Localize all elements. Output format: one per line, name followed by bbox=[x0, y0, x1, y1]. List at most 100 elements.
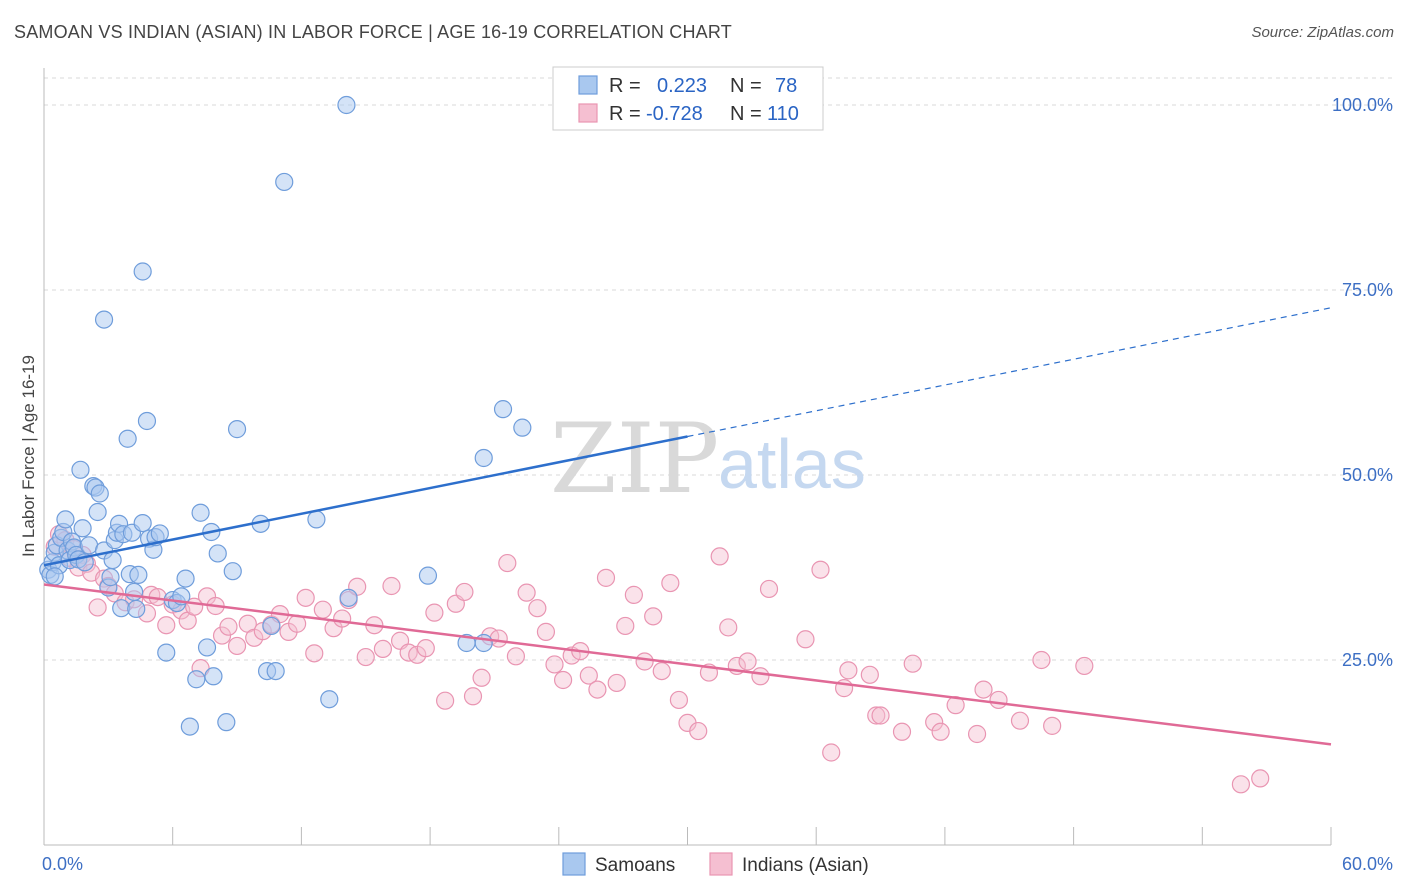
source-label: Source: ZipAtlas.com bbox=[1251, 24, 1394, 41]
samoan-point bbox=[223, 562, 242, 581]
indian-asian-point bbox=[373, 639, 393, 659]
indian-asian-point bbox=[616, 616, 635, 636]
indian-asian-point bbox=[989, 690, 1008, 710]
samoan-point bbox=[94, 310, 114, 329]
samoan-point bbox=[133, 513, 152, 533]
indian-asian-point bbox=[652, 661, 671, 681]
watermark: ZIP atlas bbox=[550, 403, 866, 515]
indian-asian-point bbox=[296, 588, 315, 607]
indian-asian-point bbox=[88, 598, 107, 617]
samoan-point bbox=[150, 524, 169, 543]
indian-asian-point bbox=[974, 680, 993, 699]
indian-asian-point bbox=[588, 680, 607, 699]
bottom-legend-indians: Indians (Asian) bbox=[742, 855, 869, 876]
samoan-point bbox=[90, 484, 109, 503]
samoan-point bbox=[73, 519, 92, 538]
indian-asian-point bbox=[661, 573, 680, 593]
samoan-point bbox=[208, 544, 227, 563]
indian-asian-point bbox=[506, 647, 526, 666]
samoan-point bbox=[320, 690, 339, 709]
indian-asian-point bbox=[498, 553, 517, 573]
indian-asian-point bbox=[436, 691, 455, 710]
indian-asian-point bbox=[796, 630, 815, 649]
grid-lines bbox=[44, 77, 1392, 661]
indian-asian-point bbox=[553, 670, 573, 690]
samoan-point bbox=[129, 565, 148, 585]
samoan-point bbox=[337, 95, 356, 115]
indian-asian-point bbox=[463, 687, 483, 706]
indian-asian-point bbox=[313, 600, 332, 619]
samoan-point bbox=[157, 643, 176, 662]
indian-asian-point bbox=[219, 617, 238, 636]
indian-asian-point bbox=[669, 690, 689, 710]
samoan-point bbox=[197, 638, 217, 657]
indian-asian-point bbox=[416, 639, 435, 658]
indian-asian-point bbox=[607, 673, 626, 693]
indian-asian-point bbox=[305, 644, 324, 663]
indian-asian-point bbox=[528, 599, 547, 618]
indian-asian-point bbox=[333, 609, 352, 628]
indian-asian-point bbox=[536, 622, 556, 641]
indian-asian-point bbox=[839, 661, 858, 680]
indian-asian-point bbox=[517, 583, 536, 602]
samoan-point bbox=[187, 670, 206, 689]
legend-n-indians: 110 bbox=[767, 103, 799, 125]
indian-asian-point bbox=[212, 626, 232, 645]
x-tick-label: 60.0% bbox=[1342, 854, 1393, 874]
indian-asian-point bbox=[811, 560, 830, 579]
samoan-point bbox=[101, 568, 120, 587]
bottom-legend-samoans: Samoans bbox=[595, 855, 675, 876]
samoan-point bbox=[474, 633, 493, 653]
indian-asian-point bbox=[382, 576, 401, 596]
indian-asian-point bbox=[710, 547, 729, 566]
indian-asian-point bbox=[719, 618, 738, 637]
samoan-point bbox=[474, 448, 493, 468]
samoan-point bbox=[133, 262, 152, 281]
samoan-point bbox=[56, 510, 75, 529]
samoan-point bbox=[103, 550, 122, 570]
legend-swatch-indians bbox=[578, 103, 598, 123]
bottom-legend-swatch-samoans bbox=[562, 852, 586, 876]
indian-asian-point bbox=[455, 582, 474, 602]
indian-asian-point bbox=[931, 722, 950, 741]
samoan-point bbox=[45, 567, 64, 586]
indian-asian-trend-line bbox=[43, 583, 1332, 746]
legend-r-label: R = bbox=[609, 103, 641, 125]
indian-asian-point bbox=[860, 665, 879, 684]
samoan-point bbox=[275, 172, 294, 192]
indian-asian-point bbox=[871, 706, 890, 725]
samoan-point bbox=[217, 713, 236, 732]
indian-asian-point bbox=[903, 654, 922, 673]
indian-asian-point bbox=[157, 616, 176, 635]
y-tick-label: 25.0% bbox=[1342, 650, 1393, 670]
trend-lines bbox=[43, 307, 1332, 746]
indian-asian-point bbox=[624, 585, 643, 604]
legend-n-samoans: 78 bbox=[775, 75, 797, 97]
indian-asian-point bbox=[1075, 656, 1094, 676]
indian-asian-point bbox=[1251, 769, 1270, 788]
indian-asian-point bbox=[1231, 775, 1251, 794]
indian-asian-point bbox=[1043, 716, 1062, 735]
legend-r-label: R = bbox=[609, 75, 641, 97]
legend-r-samoans: 0.223 bbox=[657, 75, 707, 97]
indian-asian-point bbox=[489, 629, 508, 648]
indian-asian-point bbox=[759, 579, 779, 599]
samoan-point bbox=[307, 510, 326, 529]
samoan-point bbox=[88, 502, 107, 522]
samoan-points bbox=[39, 95, 633, 736]
indian-asian-point bbox=[596, 568, 616, 587]
samoan-point bbox=[124, 582, 144, 602]
samoan-point bbox=[262, 616, 281, 636]
samoan-point bbox=[493, 400, 513, 419]
indian-asian-point bbox=[579, 666, 598, 685]
tick-labels: 25.0% 50.0% 75.0% 100.0% 0.0% 60.0% bbox=[42, 95, 1393, 874]
y-tick-label: 100.0% bbox=[1332, 95, 1393, 115]
indian-asian-point bbox=[1032, 650, 1051, 670]
indian-asian-point bbox=[751, 667, 770, 686]
legend-swatch-samoans bbox=[578, 75, 598, 95]
indian-asian-point bbox=[635, 652, 654, 671]
bottom-legend: Samoans Indians (Asian) bbox=[562, 852, 869, 876]
x-tick-label: 0.0% bbox=[42, 854, 83, 874]
samoan-trend-extension bbox=[687, 307, 1332, 438]
